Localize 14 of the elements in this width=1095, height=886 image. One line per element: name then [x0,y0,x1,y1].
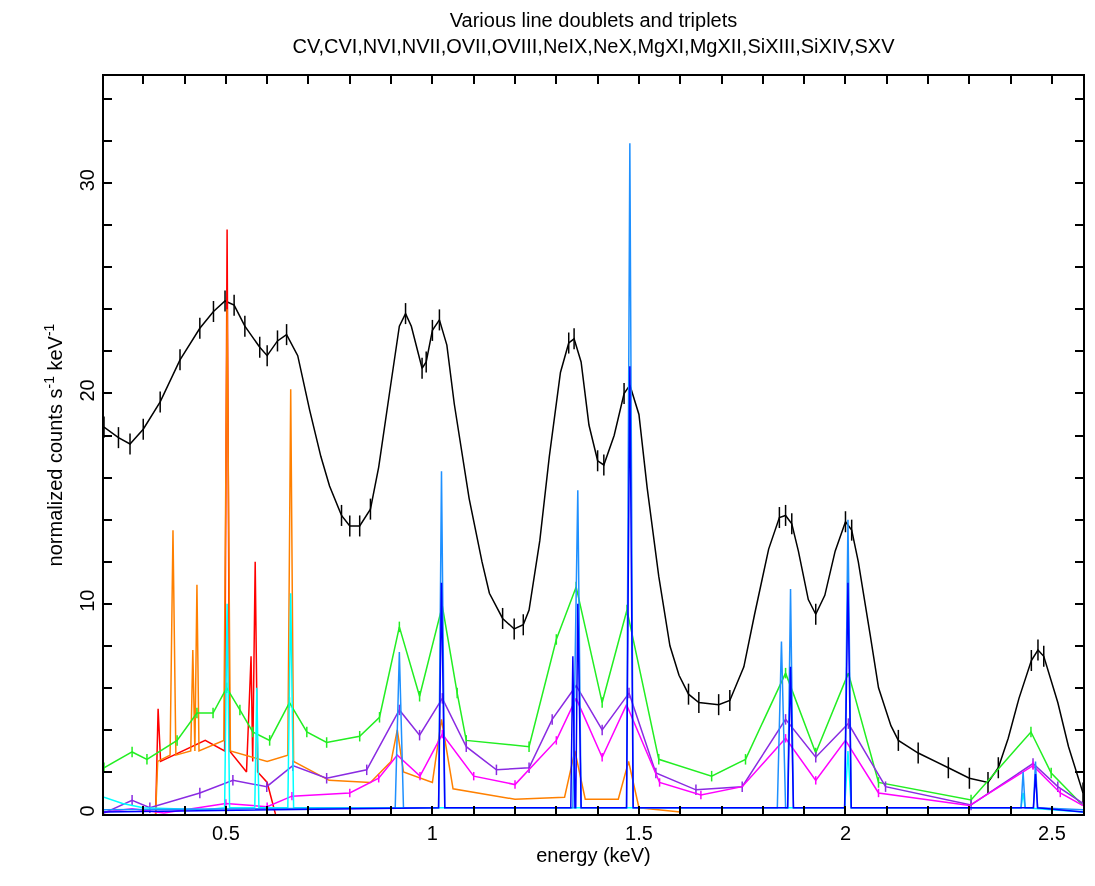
chart-subtitle: CV,CVI,NVI,NVII,OVII,OVIII,NeIX,NeX,MgXI,MgXII,SiXIII,SiXIV,SXV [292,34,896,57]
line-series [154,308,681,814]
y-tick-label: 30 [76,169,99,192]
x-tick-label: 0.5 [211,821,240,844]
y-tick-label: 20 [76,379,99,402]
x-axis-title: energy (keV) [536,843,651,866]
y-tick-label: 0 [76,805,99,817]
chart-title: Various line doublets and triplets [449,8,738,31]
x-tick-label: 2.5 [1038,821,1066,844]
x-tick-label: 1.5 [625,821,653,844]
y-tick-label: 10 [76,589,99,612]
x-tick-label: 2 [839,821,852,844]
x-tick-label: 1 [426,821,438,844]
line-series [104,365,1083,813]
